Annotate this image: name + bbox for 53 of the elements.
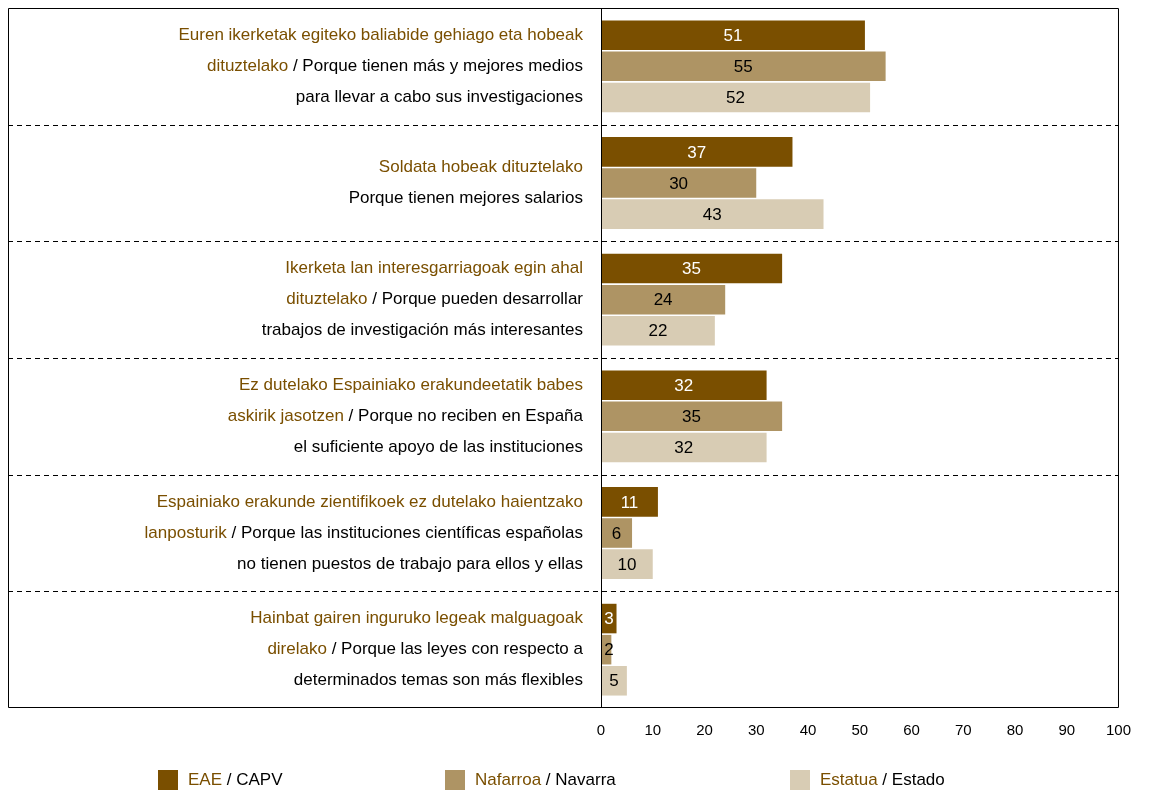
legend-label: Estatua / Estado — [820, 769, 945, 789]
x-tick-label: 40 — [799, 721, 817, 739]
data-label: 55 — [733, 57, 753, 77]
bar — [601, 666, 627, 696]
y-tick-label: Euren ikerketak egiteko baliabide gehiago eta hobeak dituztelako / Porque tienen más y mejores medios para llevar a cabo sus investigaciones — [178, 25, 584, 107]
data-label: 43 — [702, 204, 722, 224]
x-tick-label: 70 — [954, 721, 972, 739]
bar — [601, 432, 767, 463]
data-label: 30 — [669, 173, 689, 193]
data-label: 5 — [609, 671, 619, 691]
legend-label: Nafarroa / Navarra — [475, 769, 617, 789]
y-tick-label: Hainbat gairen inguruko legeak malguagoak direlako / Porque las leyes con respecto a determinados temas son más flexibles — [250, 608, 584, 690]
x-tick-label: 0 — [596, 721, 606, 739]
bar — [601, 168, 757, 198]
x-tick-label: 90 — [1058, 721, 1076, 739]
bar — [601, 316, 715, 346]
x-tick-label: 50 — [851, 721, 869, 739]
bar — [601, 370, 767, 400]
bar — [601, 284, 726, 315]
x-tick-label: 100 — [1105, 721, 1131, 739]
data-label: 32 — [674, 375, 694, 395]
bar — [601, 487, 658, 517]
data-label: 22 — [648, 321, 668, 341]
y-tick-label: Soldata hobeak dituztelako Porque tienen mejores salarios — [348, 157, 584, 208]
legend-label: EAE / CAPV — [188, 769, 284, 789]
x-tick-label: 60 — [903, 721, 920, 739]
data-label: 37 — [687, 142, 707, 162]
y-tick-label: Espainiako erakunde zientifikoek ez dutelako haientzako lanposturik / Porque las instituciones científicas españolas no tienen puestos de trabajo para ellos y ellas — [144, 491, 584, 573]
bar — [601, 401, 783, 432]
bar — [601, 20, 865, 50]
data-label: 24 — [653, 290, 673, 310]
data-label: 6 — [611, 523, 622, 543]
bar — [601, 199, 824, 229]
y-tick-label: Ez dutelako Espainiako erakundeetatik babes askirik jasotzen / Porque no reciben en España el suficiente apoyo de las instituciones — [227, 375, 584, 457]
data-label: 3 — [604, 609, 614, 629]
y-tick-label: Ikerketa lan interesgarriagoak egin ahal dituztelako / Porque pueden desarrollar trabajos de investigación más interesantes — [261, 258, 584, 340]
x-tick-label: 80 — [1006, 721, 1024, 739]
data-label: 11 — [620, 492, 639, 512]
data-label: 32 — [674, 438, 694, 458]
bar — [601, 518, 633, 548]
data-label: 35 — [682, 407, 702, 427]
data-label: 10 — [617, 554, 637, 574]
data-label: 35 — [682, 259, 702, 279]
x-tick-label: 30 — [747, 721, 765, 739]
bar — [601, 253, 783, 284]
bar — [601, 82, 871, 113]
x-tick-label: 20 — [696, 721, 713, 739]
data-label: 51 — [723, 25, 743, 45]
x-tick-label: 10 — [644, 721, 662, 739]
data-label: 52 — [726, 88, 746, 108]
bar — [601, 549, 653, 579]
bar — [601, 137, 793, 167]
bar — [601, 51, 886, 82]
